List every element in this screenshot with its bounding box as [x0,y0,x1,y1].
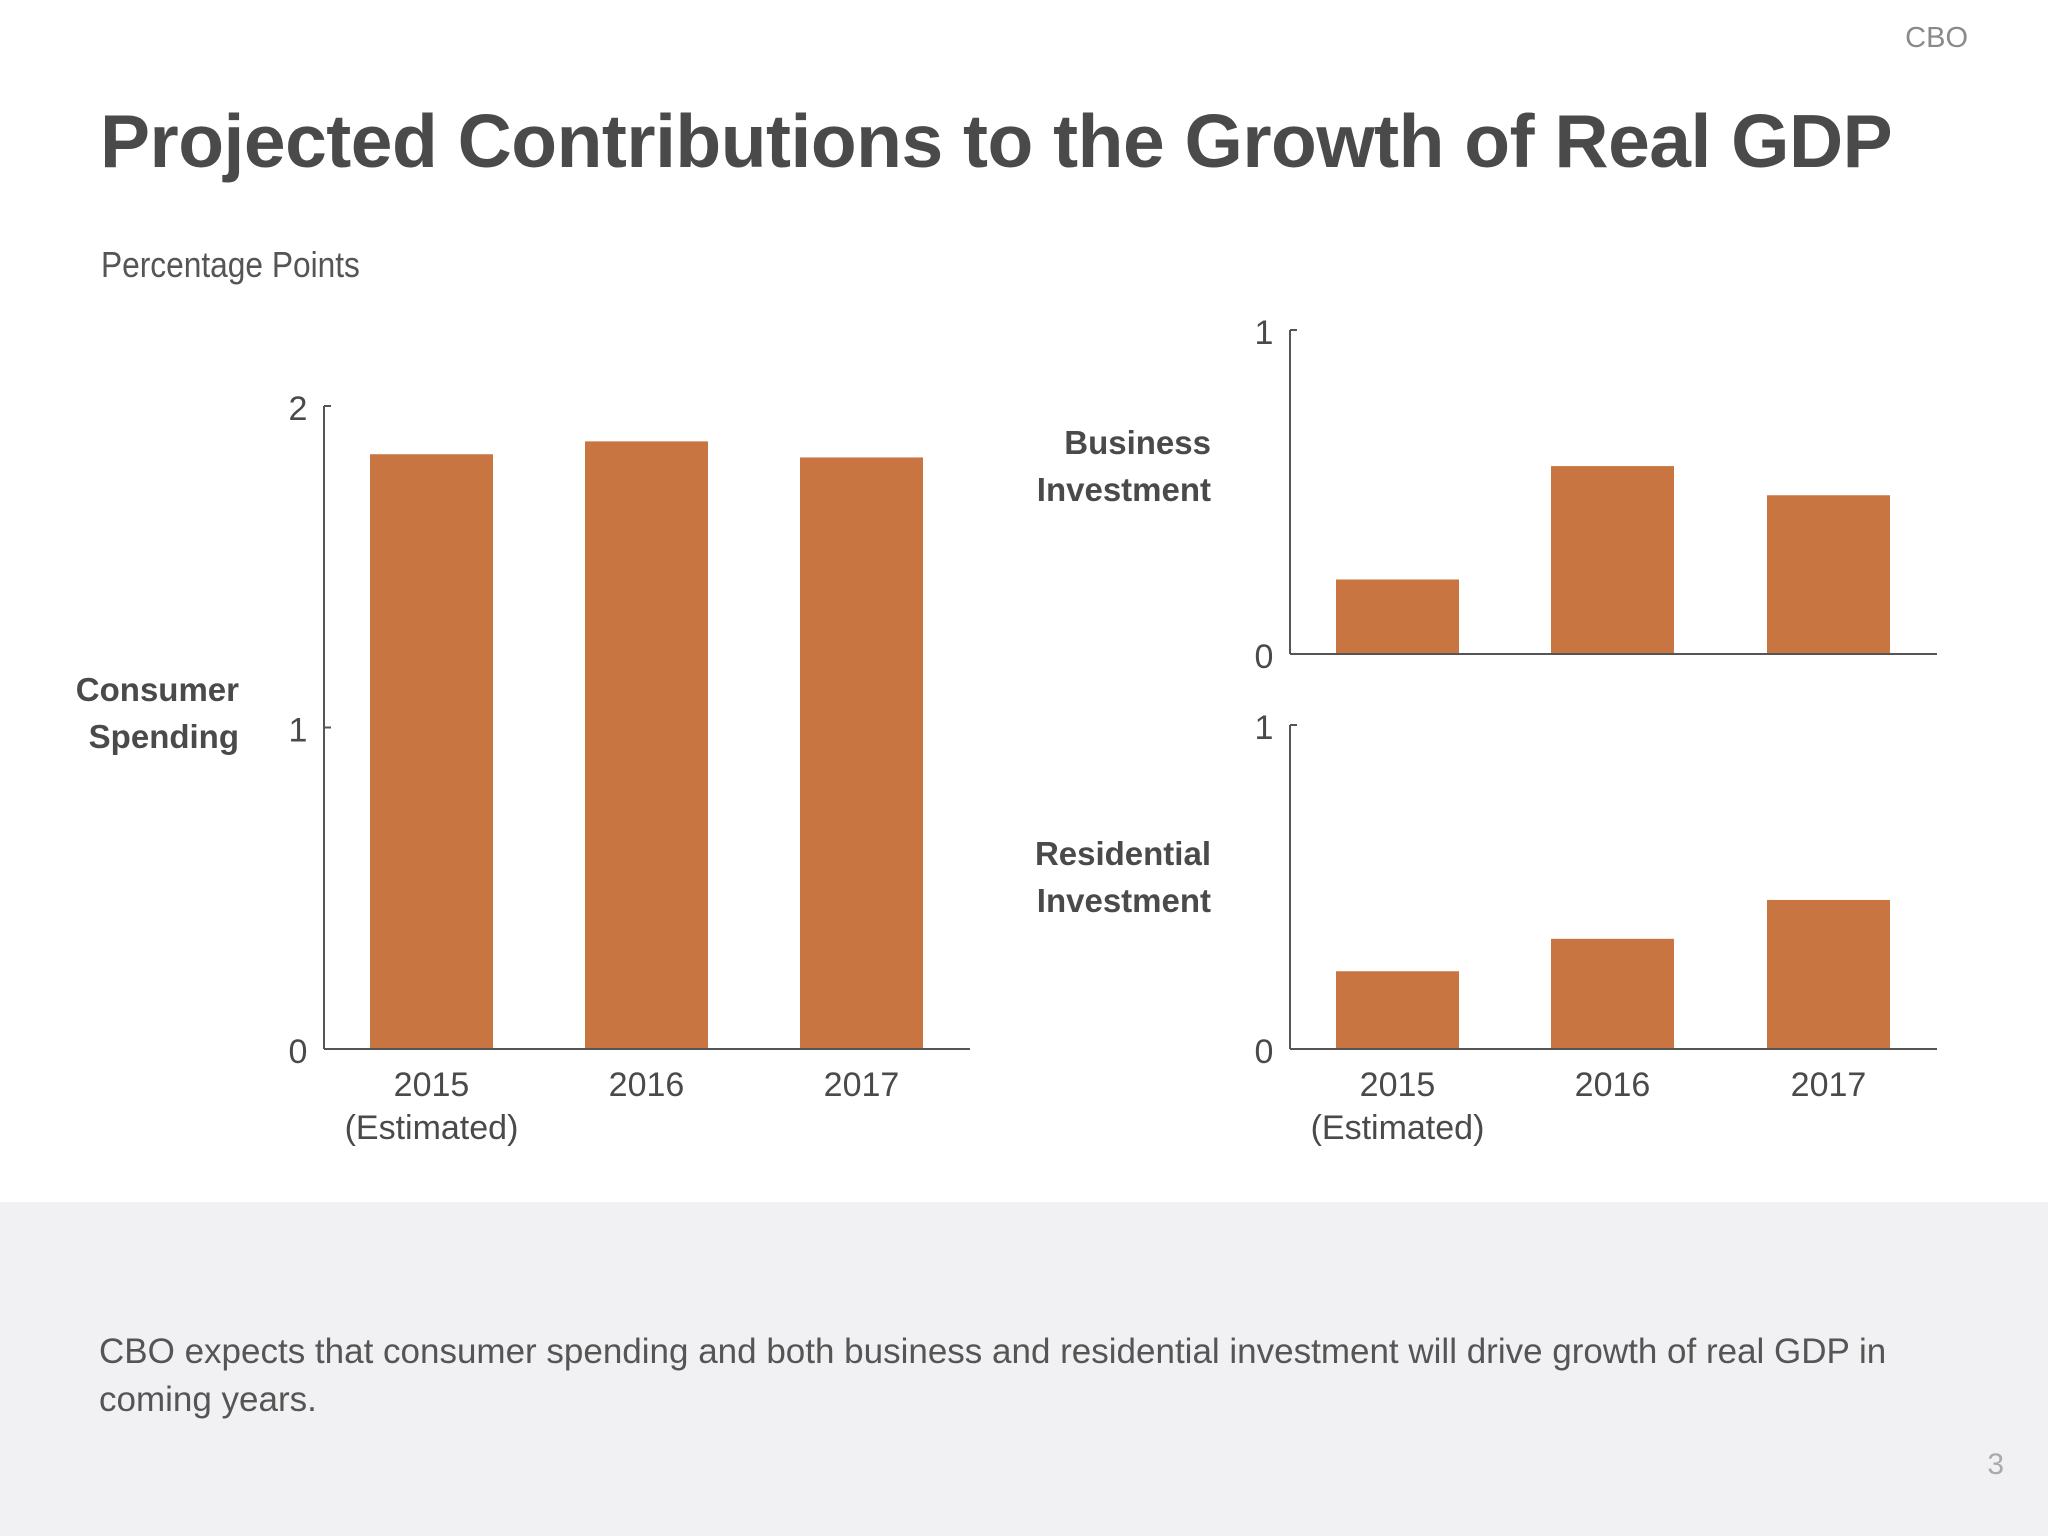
page-number: 3 [1987,1448,2004,1481]
panel-label: Spending [89,718,239,755]
caption-band [0,1202,2048,1536]
y-tick-label: 2 [289,390,308,428]
panel-label: Business [1064,424,1211,461]
bar-2017 [1767,495,1890,654]
y-tick-label: 1 [289,712,308,750]
bar-2016 [1551,938,1674,1049]
x-tick-label: 2016 [1575,1066,1651,1104]
bar-2015 [1336,579,1459,654]
bar-2015 [370,454,493,1050]
y-tick-label: 1 [1255,314,1274,352]
x-tick-label: (Estimated) [345,1109,519,1147]
x-tick-label: 2015 [394,1066,470,1104]
x-tick-label: (Estimated) [1311,1109,1485,1147]
org-label: CBO [1905,22,1968,54]
y-tick-label: 1 [1255,709,1274,747]
panel-label: Investment [1037,471,1211,508]
units-label: Percentage Points [101,244,360,285]
bar-2017 [800,457,923,1049]
x-tick-label: 2017 [1791,1066,1867,1104]
bar-2016 [1551,466,1674,654]
y-tick-label: 0 [1255,638,1274,676]
page-title: Projected Contributions to the Growth of… [100,99,1893,183]
x-tick-label: 2017 [824,1066,900,1104]
bar-2016 [585,441,708,1049]
caption-text: CBO expects that consumer spending and b… [99,1332,1887,1419]
panel-label: Consumer [76,671,239,708]
y-tick-label: 0 [1255,1033,1274,1071]
x-tick-label: 2015 [1360,1066,1436,1104]
x-tick-label: 2016 [609,1066,685,1104]
bar-2015 [1336,971,1459,1049]
bar-2017 [1767,899,1890,1049]
panel-label: Residential [1035,835,1211,872]
y-tick-label: 0 [289,1033,308,1071]
panel-label: Investment [1037,882,1211,919]
